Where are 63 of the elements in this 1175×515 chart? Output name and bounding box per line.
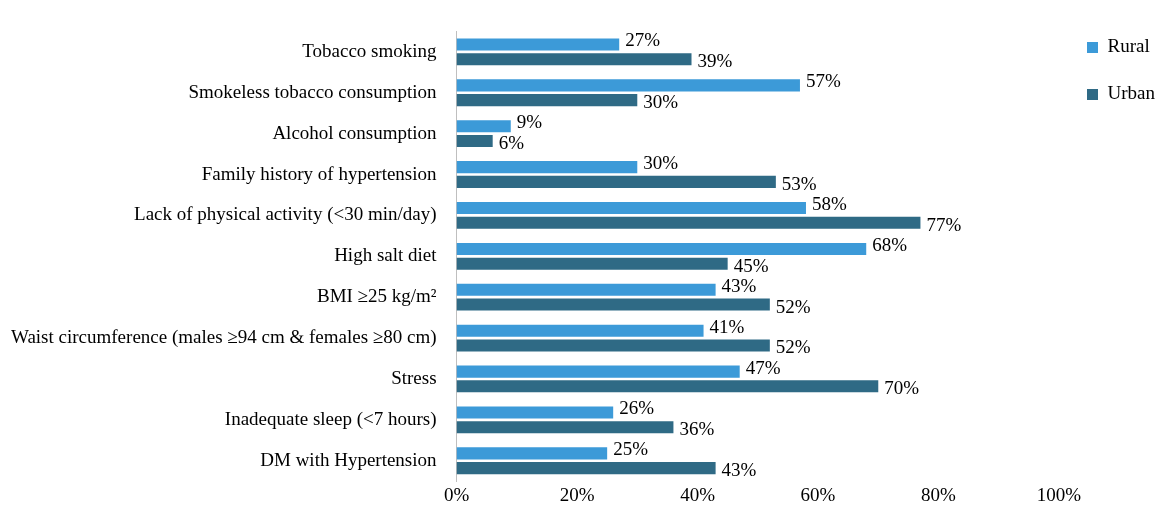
- x-tick-label: 0%: [443, 483, 470, 505]
- bar: [456, 216, 921, 229]
- y-tick-label: Stress: [391, 366, 437, 388]
- bar: [456, 365, 740, 378]
- data-label: 57%: [805, 70, 841, 92]
- data-label: 36%: [679, 418, 715, 440]
- bar: [456, 421, 674, 434]
- y-tick-label: High salt diet: [334, 244, 438, 266]
- data-label: 68%: [872, 233, 908, 255]
- data-label: 6%: [498, 131, 525, 153]
- bar: [456, 120, 511, 133]
- data-label: 30%: [643, 152, 679, 174]
- y-tick-label: Family history of hypertension: [201, 162, 438, 184]
- y-tick-label: Inadequate sleep (<7 hours): [224, 407, 437, 430]
- legend-label: Rural: [1107, 35, 1150, 57]
- bar: [456, 175, 776, 188]
- bar: [456, 257, 728, 270]
- bar: [456, 94, 638, 107]
- data-label: 43%: [721, 274, 757, 296]
- data-label: 43%: [721, 459, 757, 481]
- x-tick-label: 80%: [921, 483, 957, 505]
- bar: [456, 38, 620, 51]
- bar: [456, 283, 716, 296]
- data-label: 39%: [697, 50, 733, 72]
- bar: [456, 79, 800, 92]
- x-tick-label: 20%: [559, 483, 595, 505]
- x-tick-label: 60%: [800, 483, 836, 505]
- data-label: 77%: [926, 213, 962, 235]
- y-tick-label: DM with Hypertension: [260, 448, 438, 470]
- y-tick-label: Lack of physical activity (<30 min/day): [134, 203, 437, 226]
- bar: [456, 380, 879, 393]
- data-label: 45%: [733, 254, 769, 276]
- x-tick-label: 100%: [1036, 483, 1082, 505]
- data-label: 27%: [625, 29, 661, 51]
- bar: [456, 242, 867, 255]
- data-label: 52%: [775, 295, 811, 317]
- bar: [456, 134, 493, 148]
- y-tick-label: Alcohol consumption: [272, 121, 438, 143]
- bar: [456, 462, 716, 475]
- bar: [456, 298, 770, 311]
- bar: [456, 324, 704, 337]
- data-label: 30%: [643, 91, 679, 113]
- data-label: 26%: [619, 397, 655, 419]
- y-tick-label: Tobacco smoking: [302, 39, 438, 61]
- bar: [456, 161, 638, 174]
- data-label: 53%: [781, 172, 817, 194]
- y-tick-label: Waist circumference (males ≥94 cm & females ≥80 cm): [11, 326, 437, 349]
- bar: [456, 339, 770, 352]
- bar: [456, 53, 692, 66]
- x-tick-label: 40%: [680, 483, 716, 505]
- data-label: 41%: [709, 315, 745, 337]
- bar: [456, 406, 614, 419]
- data-label: 52%: [775, 336, 811, 358]
- bar: [456, 202, 806, 215]
- data-label: 25%: [613, 438, 649, 460]
- data-label: 9%: [516, 111, 543, 133]
- data-label: 70%: [884, 377, 920, 399]
- data-label: 58%: [811, 193, 847, 215]
- bar: [456, 447, 608, 460]
- y-tick-label: BMI ≥25 kg/m²: [316, 285, 437, 307]
- legend-label: Urban: [1107, 82, 1156, 104]
- data-label: 47%: [745, 356, 781, 378]
- y-tick-label: Smokeless tobacco consumption: [188, 80, 438, 102]
